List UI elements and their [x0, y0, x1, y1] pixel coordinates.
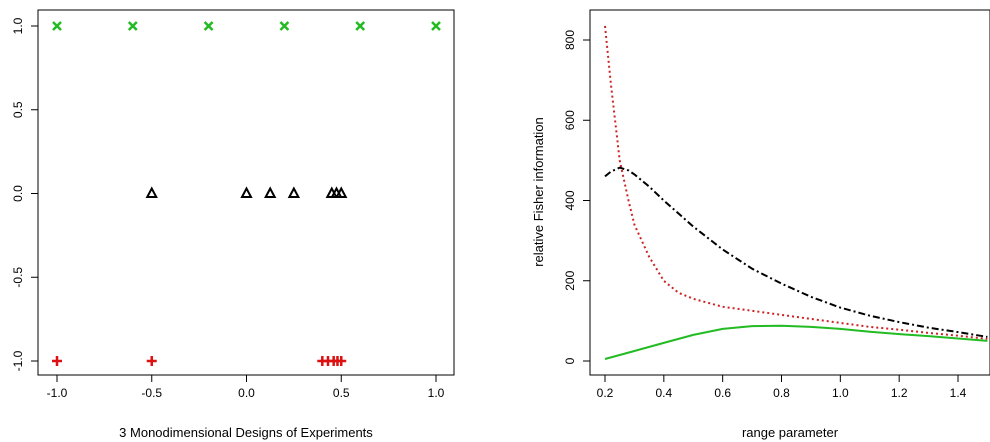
triangle-marker-point	[240, 186, 253, 198]
x-marker-point	[355, 21, 366, 31]
fisher-information-panel: 0.2 0.4 0.6 0.8 1.0 1.2 1.4 0 200 400 600 800 range…	[531, 9, 990, 440]
right-x-tick-label: 1.0	[832, 386, 849, 400]
plus-marker-point	[52, 356, 62, 366]
left-x-tick-label: -1.0	[47, 386, 68, 400]
solid-series-line	[604, 324, 988, 360]
x-marker-point	[279, 21, 290, 31]
left-y-tick-label: 0.0	[11, 185, 25, 202]
right-x-tick-label: 0.2	[597, 386, 614, 400]
left-axes: -1.0 -0.5 0.0 0.5 1.0 -1.0 -0.5 0.0 0.5 1.0	[11, 17, 445, 400]
x-marker-point	[431, 21, 441, 31]
left-x-tick-label: 0.0	[238, 386, 255, 400]
right-x-tick-label: 1.2	[891, 386, 908, 400]
left-plot-frame	[37, 9, 455, 376]
right-y-tick-label: 400	[563, 190, 577, 210]
design-points-panel: -1.0 -0.5 0.0 0.5 1.0 -1.0 -0.5 0.0 0.5 1.0 3 Mon…	[11, 9, 455, 440]
right-y-axis-title: relative Fisher information	[531, 117, 546, 267]
triangle-marker-point	[264, 186, 277, 198]
left-x-axis-title: 3 Monodimensional Designs of Experiments	[119, 425, 373, 440]
right-y-tick-label: 0	[563, 357, 577, 364]
dashdot-series-line	[604, 166, 988, 338]
left-y-tick-label: -1.0	[11, 350, 25, 371]
dotted-series-line	[604, 25, 988, 340]
right-x-axis-title: range parameter	[742, 425, 839, 440]
plus-marker-point	[146, 356, 157, 366]
triangle-marker-point	[335, 186, 348, 198]
plus-marker-point	[336, 356, 347, 366]
x-marker-point	[52, 21, 62, 31]
x-marker-point	[203, 21, 214, 31]
x-marker-point	[127, 21, 138, 31]
right-y-tick-label: 200	[563, 270, 577, 290]
right-lines	[604, 25, 988, 360]
right-y-tick-label: 800	[563, 30, 577, 50]
right-x-tick-label: 1.4	[950, 386, 967, 400]
right-y-tick-label: 600	[563, 110, 577, 130]
left-x-tick-label: -0.5	[141, 386, 162, 400]
left-marks	[52, 21, 441, 366]
right-axes: 0.2 0.4 0.6 0.8 1.0 1.2 1.4 0 200 400 600 800	[563, 30, 967, 400]
triangle-marker-point	[287, 186, 301, 198]
left-x-tick-label: 1.0	[428, 386, 445, 400]
right-x-tick-label: 0.4	[655, 386, 672, 400]
left-x-tick-label: 0.5	[333, 386, 350, 400]
left-y-tick-label: -0.5	[11, 267, 25, 288]
left-y-tick-label: 1.0	[11, 17, 25, 34]
left-y-tick-label: 0.5	[11, 101, 25, 118]
right-plot-frame	[589, 9, 990, 376]
right-x-tick-label: 0.8	[773, 386, 790, 400]
triangle-marker-point	[145, 186, 158, 198]
right-x-tick-label: 0.6	[714, 386, 731, 400]
